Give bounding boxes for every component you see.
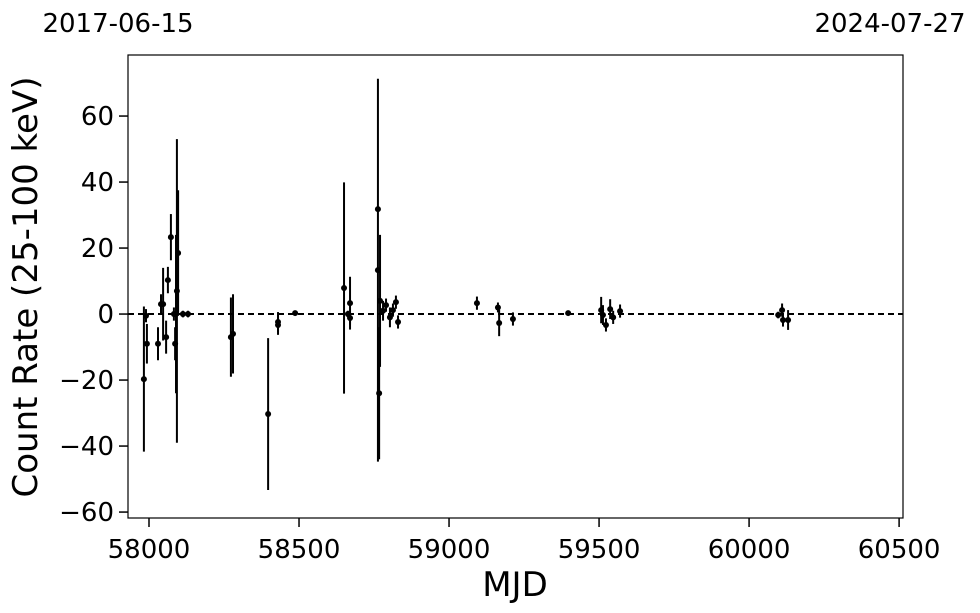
- data-point: [602, 321, 609, 328]
- data-point: [473, 300, 480, 307]
- x-tick-label: 58000: [108, 535, 191, 565]
- y-tick-label: 60: [81, 102, 114, 132]
- data-point: [496, 319, 503, 326]
- data-point: [610, 314, 617, 321]
- data-point: [140, 376, 147, 383]
- data-point: [380, 307, 387, 314]
- data-point: [617, 308, 624, 315]
- data-point: [509, 316, 516, 323]
- x-axis-label: MJD: [482, 565, 548, 605]
- data-point: [347, 300, 354, 307]
- data-point: [230, 330, 237, 337]
- x-tick-label: 60000: [708, 535, 791, 565]
- data-point: [386, 314, 393, 321]
- data-point: [164, 277, 171, 284]
- y-tick-label: 20: [81, 234, 114, 264]
- data-point: [143, 340, 150, 347]
- y-tick-label: −60: [59, 498, 114, 528]
- data-point: [392, 299, 399, 306]
- x-tick-label: 58500: [258, 535, 341, 565]
- data-point: [383, 302, 390, 309]
- data-point: [389, 307, 396, 314]
- data-point: [173, 311, 180, 318]
- y-tick-label: −20: [59, 366, 114, 396]
- y-axis-label: Count Rate (25-100 keV): [6, 77, 46, 498]
- x-tick-label: 60500: [858, 535, 941, 565]
- data-point: [292, 310, 299, 317]
- data-point: [185, 311, 192, 318]
- data-point: [599, 312, 606, 319]
- y-tick-label: −40: [59, 432, 114, 462]
- data-point: [565, 310, 572, 317]
- data-point: [155, 340, 162, 347]
- data-point: [167, 234, 174, 241]
- data-point: [179, 311, 186, 318]
- y-tick-label: 40: [81, 168, 114, 198]
- data-point: [275, 318, 282, 325]
- x-tick-label: 59000: [408, 535, 491, 565]
- data-point: [395, 318, 402, 325]
- data-point: [779, 307, 786, 314]
- data-point: [347, 315, 354, 322]
- x-tick-label: 59500: [558, 535, 641, 565]
- data-point: [265, 411, 272, 418]
- data-point: [160, 301, 167, 308]
- top-label: 2024-07-27: [814, 9, 965, 39]
- y-tick-label: 0: [97, 300, 114, 330]
- data-point: [377, 297, 384, 304]
- data-point: [779, 316, 786, 323]
- data-point: [494, 304, 501, 311]
- data-point: [163, 334, 170, 341]
- plot-frame: [127, 54, 904, 519]
- data-point: [785, 316, 792, 323]
- data-point: [775, 312, 782, 319]
- data-point: [341, 284, 348, 291]
- data-point: [607, 306, 614, 313]
- top-label: 2017-06-15: [42, 9, 193, 39]
- data-point: [143, 312, 150, 319]
